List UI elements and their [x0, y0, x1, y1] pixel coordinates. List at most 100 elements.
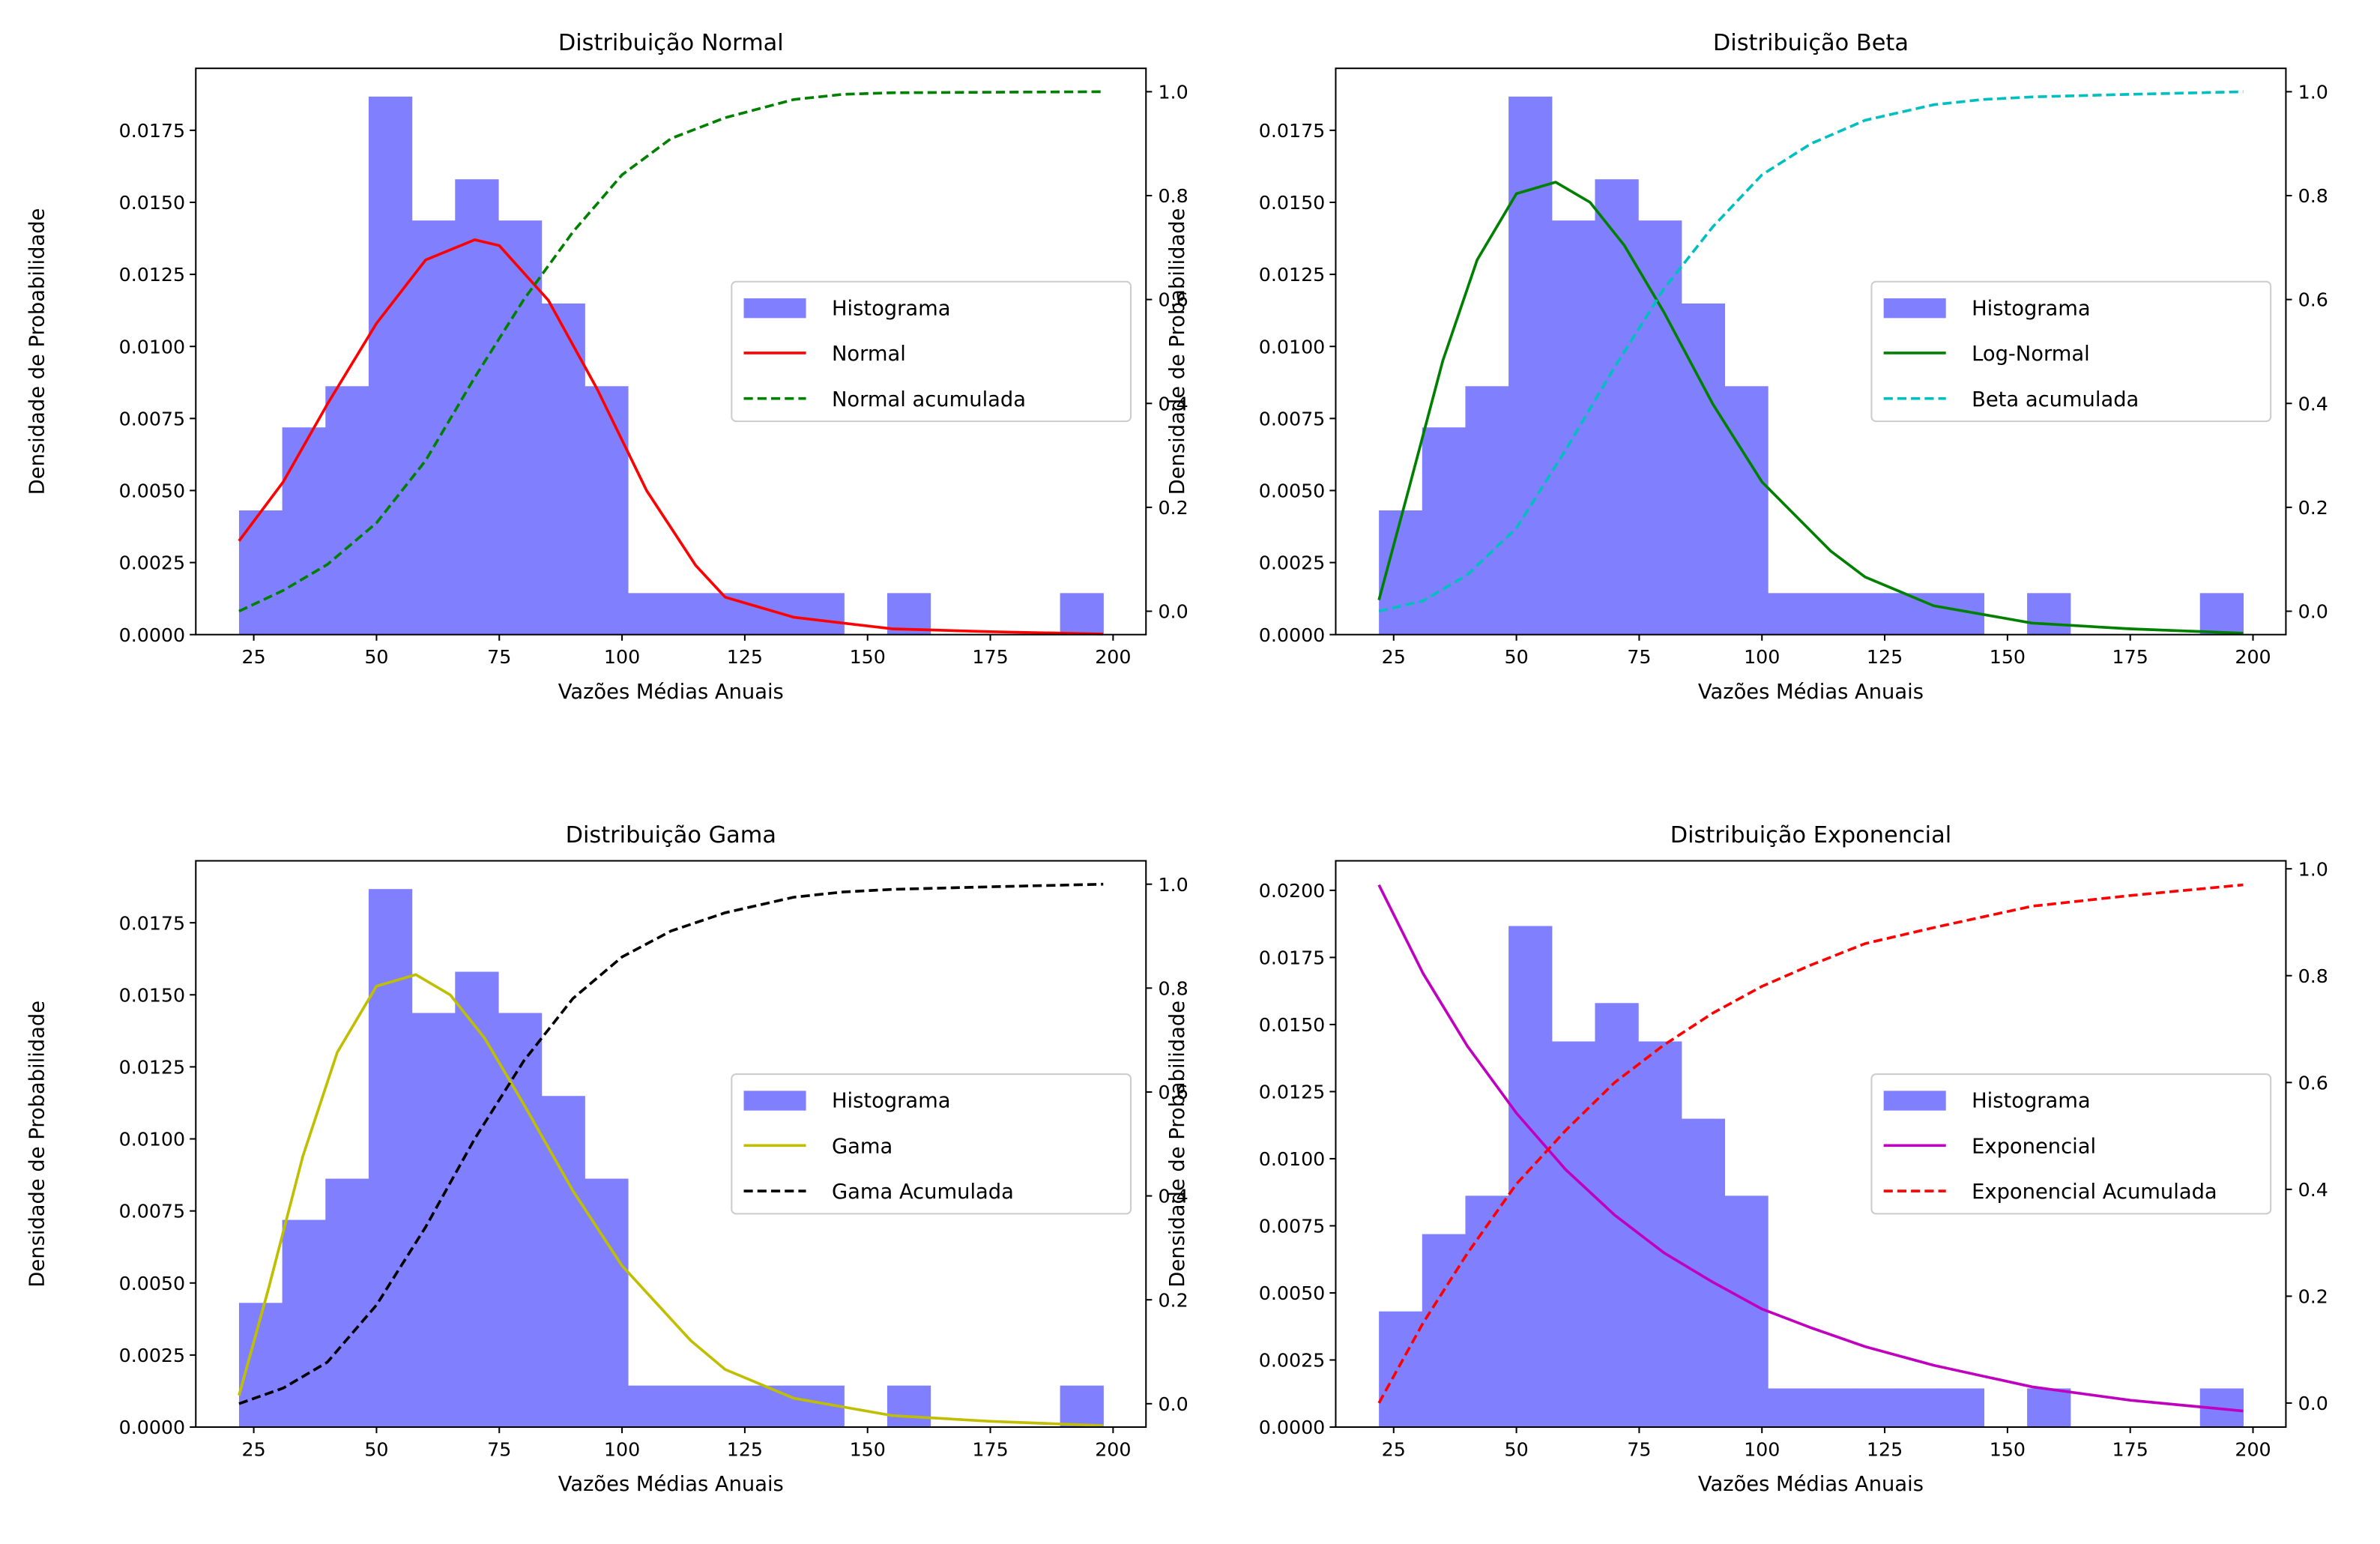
- histogram-bar: [1724, 386, 1769, 635]
- y-tick-label: 0.0050: [119, 480, 186, 502]
- y2-tick-label: 0.8: [2298, 965, 2328, 987]
- y-tick-label: 0.0125: [1259, 1082, 1326, 1103]
- y2-tick-label: 0.4: [2298, 393, 2328, 414]
- x-tick-label: 25: [1382, 1438, 1406, 1460]
- x-tick-label: 75: [1627, 1438, 1651, 1460]
- y2-tick-label: 1.0: [1158, 81, 1188, 103]
- cdf-line: [238, 90, 1104, 613]
- histogram-bar: [238, 510, 283, 635]
- x-tick-label: 125: [727, 1438, 763, 1460]
- histogram-bar: [800, 593, 845, 635]
- y-tick-label: 0.0125: [119, 1057, 186, 1079]
- y2-tick-label: 1.0: [2298, 81, 2328, 103]
- y-tick-label: 0.0075: [1259, 1216, 1326, 1237]
- y2-tick-label: 0.4: [1158, 393, 1188, 414]
- x-tick-label: 200: [1095, 1438, 1131, 1460]
- y-tick-label: 0.0100: [119, 1129, 186, 1151]
- y2-tick-label: 0.4: [2298, 1179, 2328, 1201]
- histogram-bar: [368, 889, 413, 1428]
- x-tick-label: 50: [364, 646, 388, 668]
- histogram-bar: [282, 1219, 326, 1428]
- histogram-bar: [627, 1385, 672, 1428]
- legend-label: Beta acumulada: [1972, 388, 2139, 411]
- histogram-bar: [368, 96, 413, 635]
- legend-label: Exponencial: [1972, 1135, 2096, 1158]
- y-tick-label: 0.0175: [1259, 120, 1326, 142]
- legend: Histograma Log-Normal Beta acumulada: [1870, 280, 2272, 423]
- histogram-bar: [2199, 593, 2244, 635]
- y2-tick-label: 1.0: [1158, 874, 1188, 896]
- y-axis-label: Densidade de Probabilidade: [26, 208, 49, 495]
- x-axis-label: Vazões Médias Anuais: [558, 1473, 784, 1496]
- y-tick-label: 0.0000: [119, 624, 186, 646]
- histogram-bar: [1810, 593, 1855, 635]
- legend-label: Log-Normal: [1972, 343, 2090, 366]
- x-tick-label: 200: [1095, 646, 1131, 668]
- histogram-bar: [1551, 1041, 1596, 1428]
- subplot-distribuicao-gama: Distribuição Gama 25 50 75 100 125 150 175 200 0.…: [26, 822, 1189, 1496]
- legend: Histograma Gama Gama Acumulada: [731, 1073, 1132, 1215]
- y2-tick-label: 1.0: [2298, 858, 2328, 880]
- histogram-bar: [1681, 1118, 1726, 1428]
- histogram-bar: [325, 1178, 369, 1428]
- y2-tick-label: 0.6: [1158, 1082, 1188, 1103]
- pdf-line: [238, 238, 1104, 636]
- subplot-distribuicao-normal: Distribuição Normal 25 50 75 100 125 150 175 200…: [26, 30, 1189, 704]
- histogram-bar: [498, 220, 543, 635]
- y-tick-label: 0.0000: [119, 1417, 186, 1438]
- x-tick-label: 25: [242, 646, 266, 668]
- legend-frame: [1870, 280, 2272, 423]
- y-tick-label: 0.0050: [1259, 1282, 1326, 1304]
- plot-frame: [195, 860, 1147, 1429]
- histogram-bar: [1854, 1388, 1898, 1428]
- x-tick-label: 25: [1382, 646, 1406, 668]
- x-tick-label: 150: [1990, 1438, 2026, 1460]
- plot-frame: [1335, 860, 2287, 1429]
- x-tick-label: 175: [972, 646, 1008, 668]
- x-tick-label: 175: [2112, 1438, 2148, 1460]
- y-tick-label: 0.0025: [1259, 552, 1326, 574]
- y-tick-label: 0.0150: [119, 984, 186, 1006]
- legend-swatch: [1883, 1091, 1946, 1111]
- histogram-bar: [1681, 303, 1726, 635]
- histogram-bar: [671, 1385, 715, 1428]
- x-tick-label: 150: [850, 1438, 886, 1460]
- histogram-bar: [1465, 386, 1509, 635]
- x-tick-label: 50: [1504, 646, 1528, 668]
- histogram-bar: [671, 593, 715, 635]
- cdf-line: [1377, 883, 2244, 1404]
- y-tick-label: 0.0125: [119, 264, 186, 286]
- histogram-bar: [1060, 593, 1104, 635]
- legend-frame: [731, 1073, 1132, 1215]
- histogram-bar: [627, 593, 672, 635]
- y2-tick-label: 0.8: [1158, 185, 1188, 207]
- x-tick-label: 50: [1504, 1438, 1528, 1460]
- histogram-bar: [541, 1096, 585, 1428]
- x-tick-label: 125: [1867, 646, 1903, 668]
- legend-label: Histograma: [1972, 1090, 2091, 1113]
- legend-label: Normal acumulada: [832, 388, 1026, 411]
- histogram-bar: [541, 303, 585, 635]
- pdf-line: [238, 973, 1104, 1427]
- histogram-bar: [1508, 926, 1553, 1428]
- x-tick-label: 200: [2235, 646, 2271, 668]
- y-tick-label: 0.0100: [1259, 336, 1326, 358]
- histogram-bar: [455, 179, 499, 635]
- x-tick-label: 150: [1990, 646, 2026, 668]
- y2-tick-label: 0.8: [2298, 185, 2328, 207]
- legend-swatch: [1883, 298, 1946, 319]
- histogram-bar: [585, 386, 629, 635]
- x-tick-label: 150: [850, 646, 886, 668]
- y-tick-label: 0.0200: [1259, 880, 1326, 902]
- histogram-bar: [1060, 1385, 1104, 1428]
- y2-tick-label: 0.2: [2298, 1285, 2328, 1307]
- histogram-bar: [1854, 593, 1898, 635]
- histogram-bar: [1638, 220, 1682, 635]
- chart-title: Distribuição Exponencial: [1670, 822, 1951, 848]
- y-tick-label: 0.0075: [1259, 408, 1326, 429]
- y-tick-label: 0.0075: [119, 408, 186, 429]
- y2-tick-label: 0.6: [1158, 289, 1188, 311]
- histogram-bar: [455, 971, 499, 1428]
- histogram-bar: [1810, 1388, 1855, 1428]
- y-axis-label: Densidade de Probabilidade: [1166, 1001, 1189, 1288]
